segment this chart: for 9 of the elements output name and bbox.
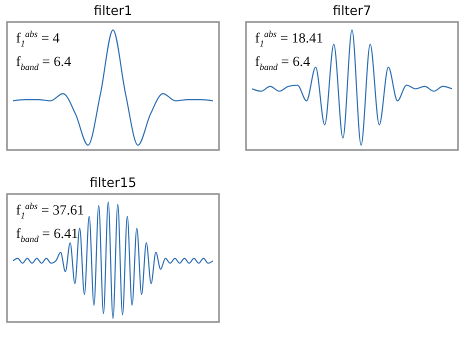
annotation: f$_{1}$$^{abs}$ = 4 (16, 29, 60, 48)
annotation: f$_{1}$$^{abs}$ = 18.41 (255, 29, 324, 48)
annotation: f$_{band}$ = 6.4 (255, 55, 310, 72)
annotation: f$_{band}$ = 6.41 (16, 227, 78, 244)
chart-title: filter7 (332, 4, 372, 19)
chart-title: filter1 (94, 4, 132, 19)
annotation: f$_{1}$$^{abs}$ = 37.61 (16, 201, 84, 220)
annotation: f$_{band}$ = 6.4 (16, 55, 72, 72)
chart-title: filter15 (90, 176, 136, 191)
